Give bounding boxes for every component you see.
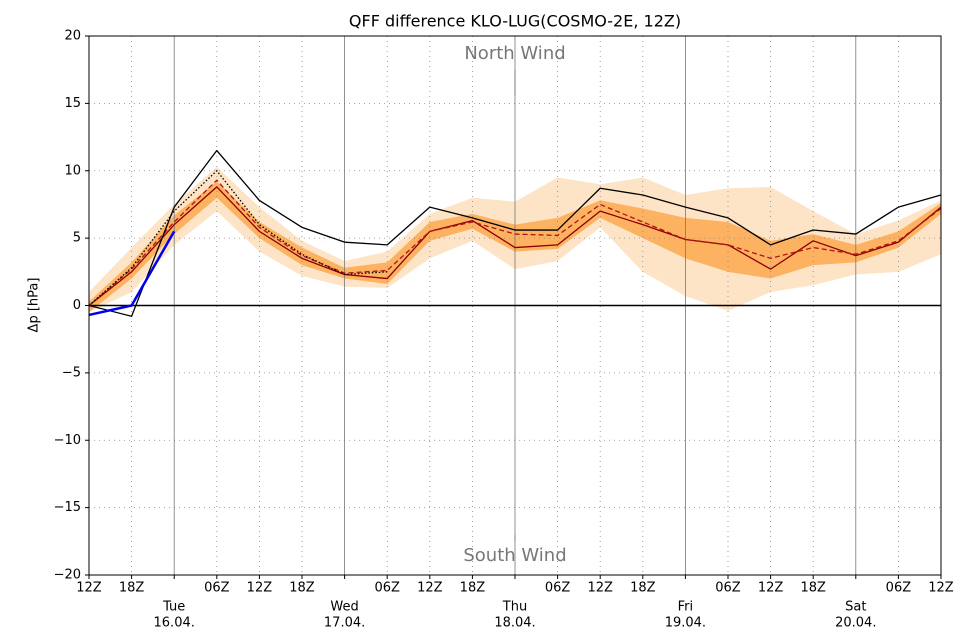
x-day-label: Wed bbox=[330, 600, 358, 615]
x-tick-label: 18Z bbox=[800, 581, 826, 596]
series-line bbox=[88, 170, 388, 306]
x-date-label: 19.04. bbox=[665, 616, 706, 631]
series-line bbox=[88, 179, 942, 306]
x-tick-label: 06Z bbox=[374, 581, 400, 596]
x-tick-label: 18Z bbox=[289, 581, 315, 596]
x-date-label: 16.04. bbox=[154, 616, 195, 631]
x-tick-label: 06Z bbox=[715, 581, 741, 596]
y-tick-label: 20 bbox=[64, 29, 81, 44]
y-tick-label: −20 bbox=[54, 568, 81, 583]
x-tick-label: 06Z bbox=[886, 581, 912, 596]
x-tick-label: 18Z bbox=[119, 581, 145, 596]
series-line bbox=[88, 186, 942, 307]
x-tick-label: 06Z bbox=[204, 581, 230, 596]
y-tick-label: 10 bbox=[64, 163, 81, 178]
x-tick-label: 12Z bbox=[247, 581, 273, 596]
annotation: North Wind bbox=[464, 43, 565, 64]
x-tick-label: 12Z bbox=[76, 581, 102, 596]
annotation: South Wind bbox=[463, 545, 566, 566]
x-tick-label: 18Z bbox=[460, 581, 486, 596]
y-axis-label: Δp [hPa] bbox=[27, 278, 42, 333]
x-tick-label: 12Z bbox=[928, 581, 954, 596]
series-line bbox=[88, 230, 176, 317]
x-date-label: 18.04. bbox=[494, 616, 535, 631]
x-day-label: Sat bbox=[845, 600, 866, 615]
y-tick-label: 0 bbox=[73, 298, 81, 313]
x-day-label: Tue bbox=[162, 600, 185, 615]
x-day-label: Thu bbox=[502, 600, 527, 615]
x-tick-label: 12Z bbox=[587, 581, 613, 596]
x-date-label: 20.04. bbox=[835, 616, 876, 631]
x-tick-label: 12Z bbox=[758, 581, 784, 596]
y-tick-label: 15 bbox=[64, 96, 81, 111]
chart-title: QFF difference KLO-LUG(COSMO-2E, 12Z) bbox=[349, 12, 681, 31]
y-tick-label: 5 bbox=[73, 231, 81, 246]
y-tick-label: −15 bbox=[54, 500, 81, 515]
x-date-label: 17.04. bbox=[324, 616, 365, 631]
y-tick-label: −10 bbox=[54, 433, 81, 448]
series-line bbox=[88, 149, 942, 317]
x-tick-label: 06Z bbox=[545, 581, 571, 596]
y-tick-label: −5 bbox=[62, 365, 81, 380]
x-day-label: Fri bbox=[678, 600, 694, 615]
x-tick-label: 12Z bbox=[417, 581, 443, 596]
x-tick-label: 18Z bbox=[630, 581, 656, 596]
